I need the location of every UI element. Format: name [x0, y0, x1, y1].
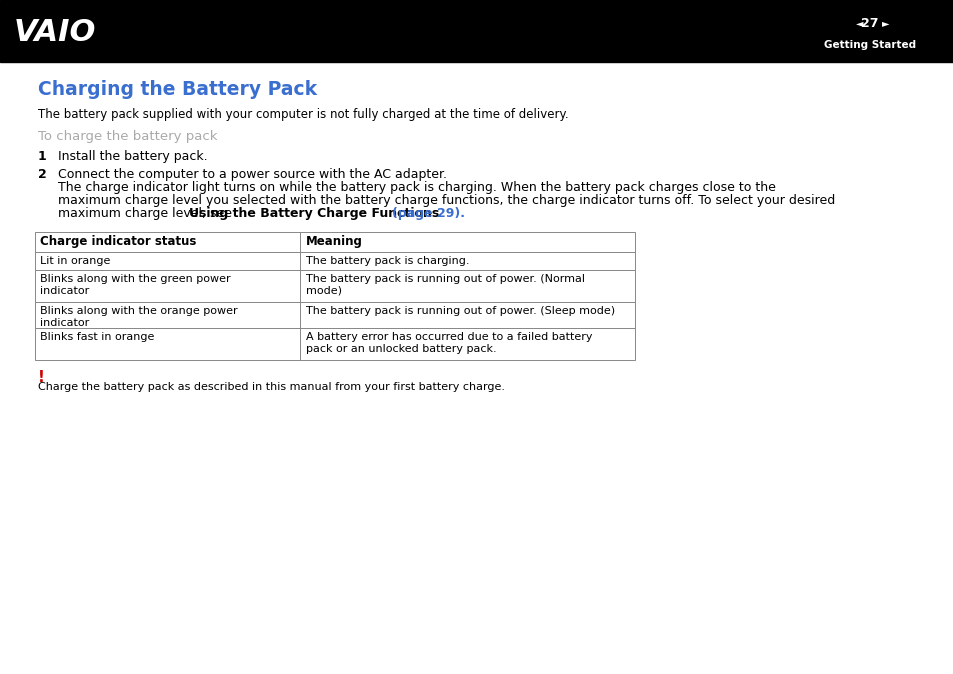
- Text: To charge the battery pack: To charge the battery pack: [38, 130, 217, 143]
- Text: 27: 27: [861, 17, 878, 30]
- Text: Meaning: Meaning: [306, 235, 362, 249]
- Bar: [35, 252, 635, 270]
- Bar: [35, 232, 635, 252]
- Text: The battery pack is running out of power. (Sleep mode): The battery pack is running out of power…: [306, 306, 615, 316]
- Text: Charging the Battery Pack: Charging the Battery Pack: [38, 80, 316, 99]
- Text: maximum charge level you selected with the battery charge functions, the charge : maximum charge level you selected with t…: [58, 194, 835, 207]
- Text: Charge indicator status: Charge indicator status: [40, 235, 196, 249]
- Text: Install the battery pack.: Install the battery pack.: [58, 150, 208, 163]
- Bar: [35, 270, 635, 302]
- Text: The charge indicator light turns on while the battery pack is charging. When the: The charge indicator light turns on whil…: [58, 181, 775, 194]
- Text: 2: 2: [38, 168, 47, 181]
- Text: VAIO: VAIO: [14, 18, 96, 47]
- Bar: [0, 0, 953, 62]
- Text: Connect the computer to a power source with the AC adapter.: Connect the computer to a power source w…: [58, 168, 447, 181]
- Text: ►: ►: [882, 19, 888, 28]
- Bar: [35, 328, 635, 360]
- Text: The battery pack supplied with your computer is not fully charged at the time of: The battery pack supplied with your comp…: [38, 108, 568, 121]
- Text: Charge the battery pack as described in this manual from your first battery char: Charge the battery pack as described in …: [38, 382, 504, 392]
- Text: !: !: [38, 370, 45, 385]
- Text: The battery pack is charging.: The battery pack is charging.: [306, 256, 469, 266]
- Text: Blinks along with the orange power
indicator: Blinks along with the orange power indic…: [40, 306, 237, 328]
- Text: Blinks along with the green power
indicator: Blinks along with the green power indica…: [40, 274, 231, 296]
- Text: Blinks fast in orange: Blinks fast in orange: [40, 332, 154, 342]
- Bar: [35, 302, 635, 328]
- Text: Using the Battery Charge Functions: Using the Battery Charge Functions: [189, 207, 443, 220]
- Text: Lit in orange: Lit in orange: [40, 256, 111, 266]
- Text: A battery error has occurred due to a failed battery
pack or an unlocked battery: A battery error has occurred due to a fa…: [306, 332, 592, 354]
- Text: (page 29).: (page 29).: [392, 207, 465, 220]
- Text: The battery pack is running out of power. (Normal
mode): The battery pack is running out of power…: [306, 274, 584, 296]
- Text: 1: 1: [38, 150, 47, 163]
- Text: maximum charge level, see: maximum charge level, see: [58, 207, 235, 220]
- Text: ◄: ◄: [855, 19, 862, 28]
- Text: Getting Started: Getting Started: [823, 40, 915, 50]
